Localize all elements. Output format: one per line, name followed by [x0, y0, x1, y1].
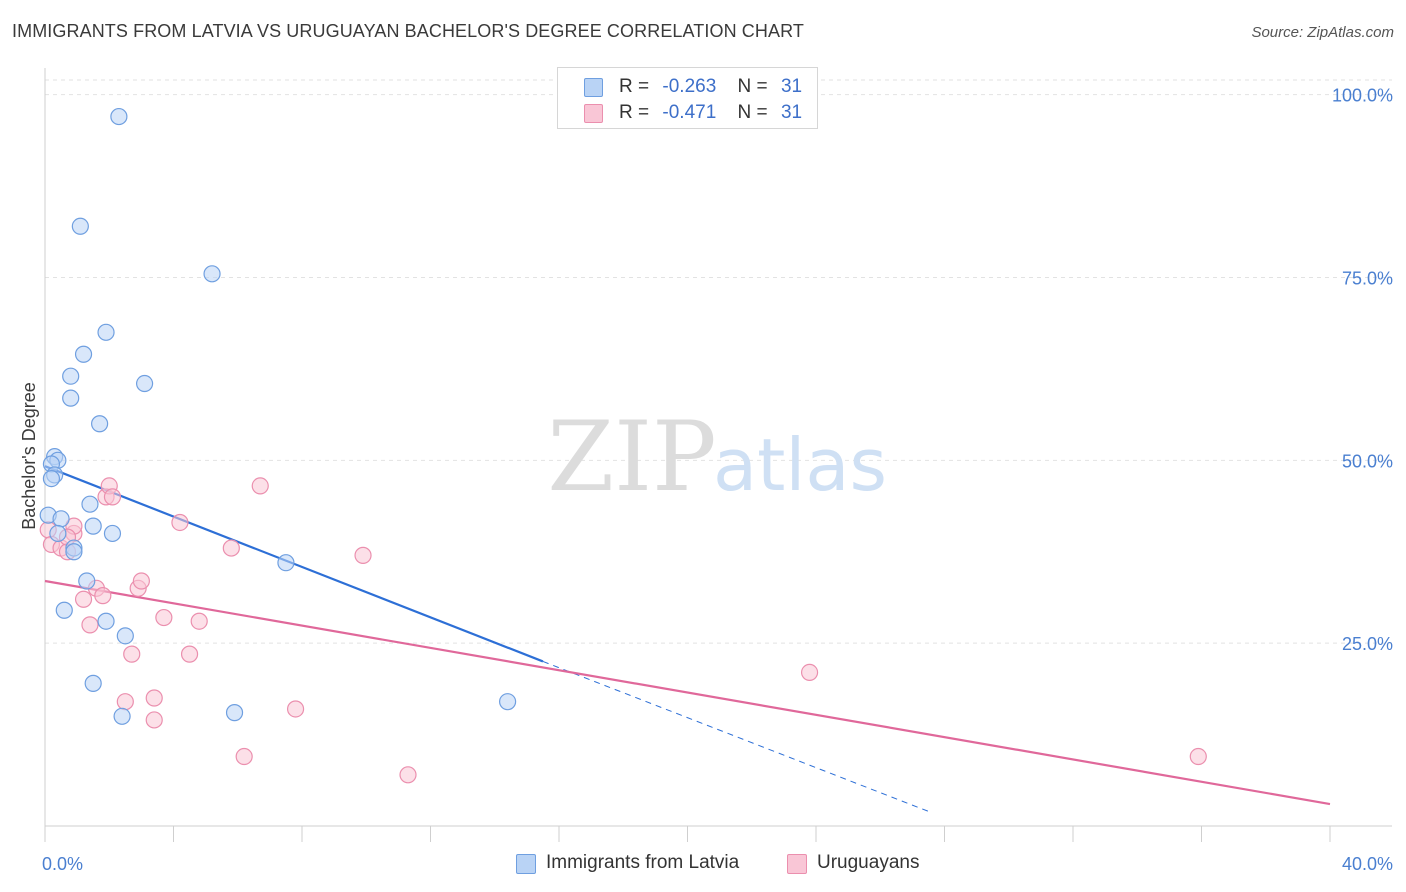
data-point-pink [171, 513, 189, 532]
data-point-blue [62, 389, 80, 407]
legend-n-value: 31 [780, 76, 803, 97]
legend-r-value: -0.263 [662, 76, 717, 97]
watermark-atlas: atlas [713, 423, 887, 507]
legend-r-label: R = [619, 102, 650, 123]
data-point-blue [84, 674, 102, 692]
data-point-blue [65, 543, 83, 561]
trend-line-pink [44, 579, 1331, 806]
data-point-pink [190, 612, 208, 630]
y-tick-label: 75.0% [1342, 268, 1393, 288]
data-point-pink [800, 663, 819, 682]
data-point-pink [145, 711, 163, 729]
watermark-zip: ZIP [547, 401, 716, 513]
data-point-blue [97, 612, 115, 630]
data-point-blue [81, 495, 99, 513]
source-label: Source: ZipAtlas.com [1251, 24, 1394, 41]
legend-n-label: N = [737, 76, 768, 97]
x-tick-label: 0.0% [42, 854, 83, 874]
legend-n-label: N = [737, 102, 768, 123]
data-point-pink [116, 693, 134, 711]
correlation-legend: R = -0.263 N = 31 R = -0.471 N = 31 [557, 67, 818, 129]
data-point-pink [354, 546, 372, 564]
data-point-pink [1189, 747, 1207, 766]
data-point-pink [103, 488, 122, 506]
data-point-blue [499, 693, 517, 711]
legend-r-value: -0.471 [662, 102, 717, 123]
legend-r-label: R = [619, 76, 650, 97]
data-point-blue [203, 265, 221, 283]
data-point-pink [251, 477, 269, 495]
legend-swatch-blue [584, 78, 603, 97]
axes [44, 68, 1392, 842]
data-point-blue [116, 627, 134, 645]
data-point-pink [155, 608, 173, 627]
data-point-blue [225, 704, 244, 722]
data-point-pink [222, 539, 240, 557]
data-point-pink [94, 587, 112, 605]
data-point-blue [135, 374, 154, 393]
data-point-pink [74, 590, 93, 608]
data-point-blue [78, 572, 96, 590]
data-point-pink [123, 645, 141, 663]
data-point-blue [55, 601, 73, 619]
data-point-blue [91, 415, 109, 433]
data-point-blue [74, 345, 93, 363]
data-point-blue [113, 707, 131, 725]
gridlines [45, 79, 1392, 644]
data-point-pink [145, 689, 163, 707]
data-point-blue [103, 524, 122, 543]
data-point-pink [132, 572, 150, 590]
watermark: ZIP atlas [547, 401, 887, 513]
data-point-pink [235, 747, 253, 766]
tick-labels: 100.0% 75.0% 50.0% 25.0% 0.0% 40.0% [42, 86, 1393, 874]
data-point-blue [42, 469, 61, 488]
legend-swatch-pink [584, 104, 603, 123]
trend-line-extension-blue [542, 660, 929, 812]
data-point-pink [81, 616, 99, 634]
data-point-blue [277, 554, 295, 572]
legend-n-value: 31 [780, 102, 803, 123]
y-tick-label: 100.0% [1332, 86, 1393, 106]
data-point-blue [97, 323, 115, 341]
y-tick-label: 50.0% [1342, 451, 1393, 471]
data-points [39, 107, 1207, 784]
bottom-legend-swatch-blue [516, 854, 536, 874]
x-tick-label: 40.0% [1342, 854, 1393, 874]
data-point-blue [110, 107, 128, 126]
data-point-pink [286, 700, 305, 718]
y-axis-label: Bachelor's Degree [19, 382, 39, 530]
data-point-blue [49, 524, 67, 543]
bottom-legend-label-uruguayans: Uruguayans [817, 852, 920, 873]
bottom-legend-swatch-pink [787, 854, 807, 874]
data-point-blue [71, 217, 89, 235]
y-tick-label: 25.0% [1342, 634, 1393, 654]
data-point-blue [84, 517, 102, 535]
data-point-pink [180, 645, 199, 663]
bottom-legend-label-latvia: Immigrants from Latvia [546, 852, 740, 873]
data-point-pink [399, 766, 417, 784]
chart-title: IMMIGRANTS FROM LATVIA VS URUGUAYAN BACH… [12, 21, 804, 41]
data-point-blue [52, 510, 70, 528]
data-point-blue [62, 367, 80, 385]
